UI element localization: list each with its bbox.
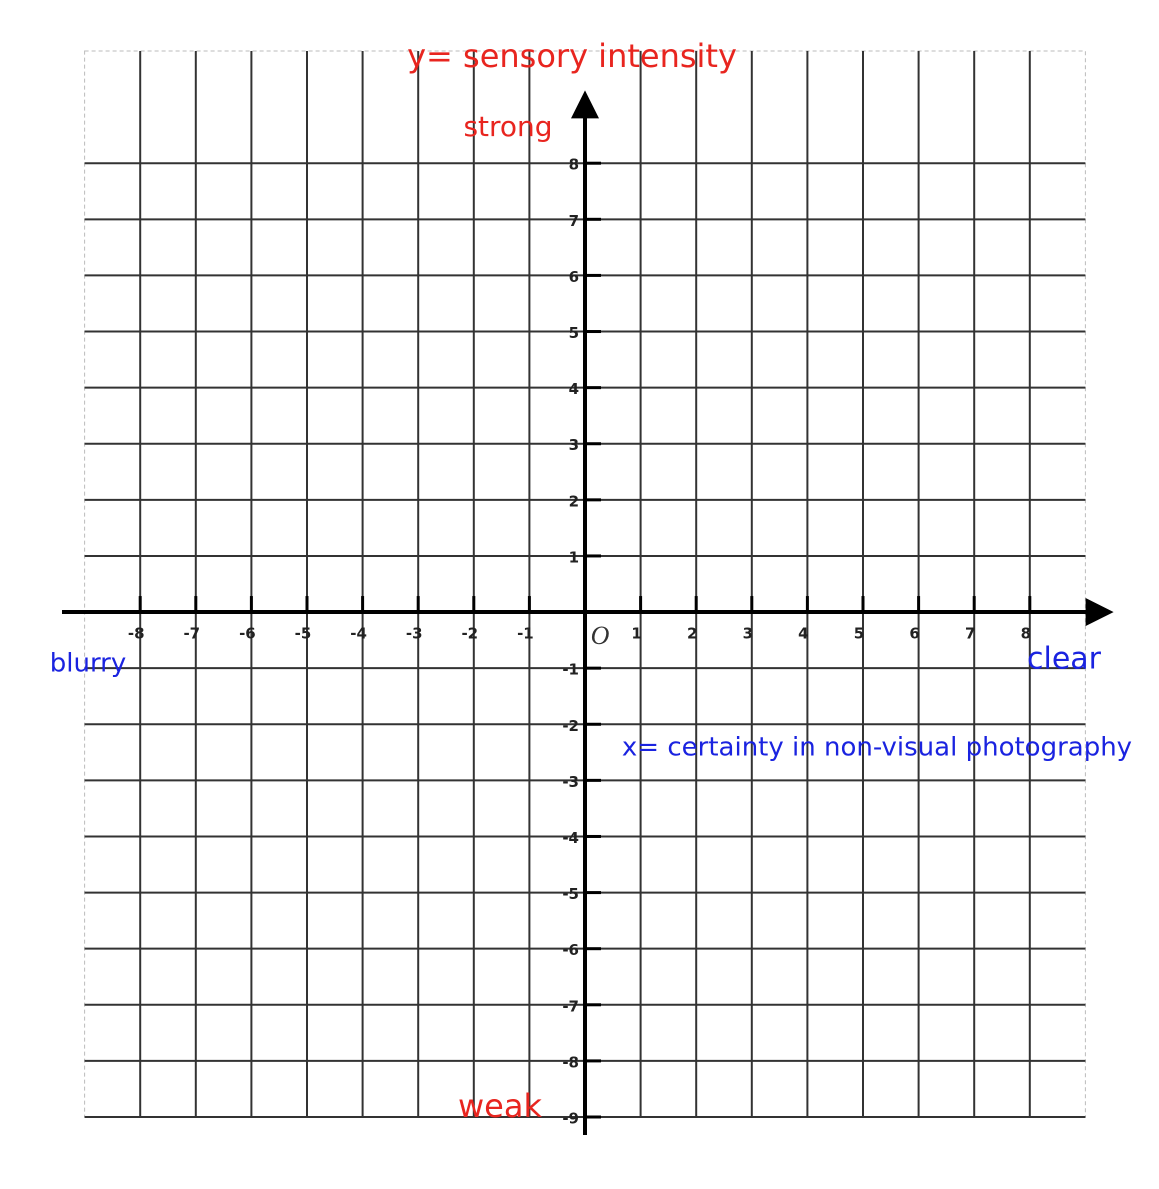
y-tick-label: 5 (569, 324, 579, 342)
y-tick-label: -4 (562, 829, 579, 847)
x-tick-label: -1 (517, 625, 534, 643)
x-tick-label: 1 (631, 625, 641, 643)
plot-border (84, 50, 1086, 1118)
y-tick-label: -6 (562, 941, 579, 959)
y-tick-label: 3 (569, 436, 579, 454)
annotation: blurry (50, 649, 127, 679)
y-tick-label: -5 (562, 885, 579, 903)
x-tick-label: -3 (406, 625, 423, 643)
y-tick-label: -7 (562, 997, 579, 1015)
x-tick-label: 3 (743, 625, 753, 643)
x-tick-label: -5 (295, 625, 312, 643)
x-tick-label: -2 (461, 625, 478, 643)
x-tick-label: 7 (965, 625, 975, 643)
chart-title: y= sensory intensity (407, 37, 737, 75)
x-tick-label: -6 (239, 625, 256, 643)
y-tick-label: -2 (562, 717, 579, 735)
y-tick-label: 2 (569, 492, 579, 510)
y-tick-label: 7 (569, 212, 579, 230)
origin-label: O (591, 621, 610, 650)
x-tick-label: -4 (350, 625, 367, 643)
y-tick-label: 1 (569, 548, 579, 566)
y-tick-label: 8 (569, 156, 579, 174)
y-tick-label: -3 (562, 773, 579, 791)
y-tick-label: -9 (562, 1110, 579, 1128)
y-tick-label: -1 (562, 661, 579, 679)
x-tick-label: 4 (798, 625, 808, 643)
x-tick-label: 5 (854, 625, 864, 643)
x-tick-label: 8 (1021, 625, 1031, 643)
x-tick-label: -7 (183, 625, 200, 643)
x-tick-label: -8 (128, 625, 145, 643)
y-tick-label: 4 (569, 380, 579, 398)
x-tick-label: 2 (687, 625, 697, 643)
annotation: clear (1027, 642, 1102, 677)
x-axis-label: x= certainty in non-visual photography (622, 733, 1132, 763)
annotation: weak (458, 1087, 542, 1125)
axes: -8 -7 -6 -5 -4 -3 -2 -1 1 2 3 4 5 6 7 8 8 7 6 5 4 3 2 1 -1 -2 -3 -4… (62, 90, 1114, 1135)
x-tick-label: 6 (909, 625, 919, 643)
y-tick-label: 6 (569, 268, 579, 286)
annotation: strong (463, 110, 552, 143)
y-tick-label: -8 (562, 1053, 579, 1071)
